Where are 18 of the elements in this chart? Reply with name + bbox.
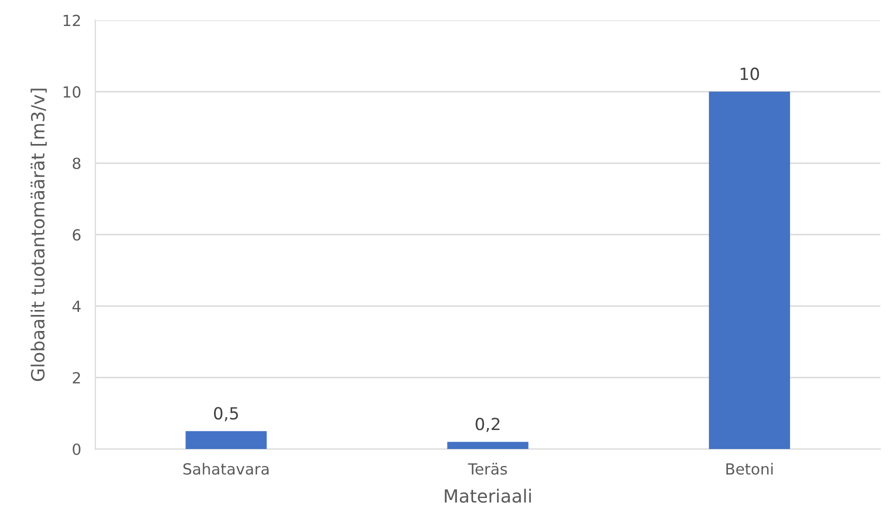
- data-label: 0,2: [476, 418, 500, 432]
- x-axis-title: Materiaali: [444, 488, 531, 503]
- data-label: 10: [740, 68, 759, 80]
- x-tick-label: Sahatavara: [183, 462, 269, 475]
- bar: [447, 442, 528, 450]
- x-tick-label: Teräs: [468, 462, 507, 475]
- y-axis-title: Globaalit tuotantomäärät [m3/v]: [30, 88, 47, 381]
- y-tick-label: 4: [72, 300, 81, 312]
- bar: [186, 431, 267, 450]
- y-tick-label: 0: [72, 443, 80, 456]
- y-tick-label: 10: [64, 86, 80, 98]
- x-tick-label: Betoni: [726, 462, 773, 475]
- bar: [708, 92, 790, 450]
- y-tick-label: 2: [72, 372, 80, 384]
- y-tick-label: 8: [72, 158, 80, 170]
- y-tick-label: 12: [64, 14, 80, 26]
- y-tick-label: 6: [72, 229, 80, 241]
- data-label: 0,5: [214, 406, 238, 422]
